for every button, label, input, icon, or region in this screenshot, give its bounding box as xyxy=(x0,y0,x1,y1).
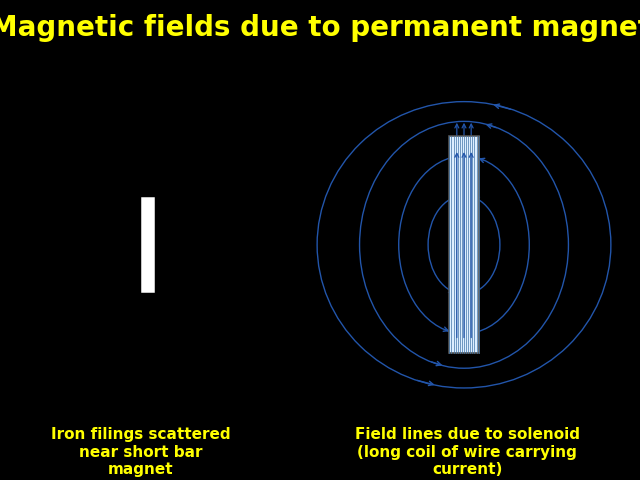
Text: Magnetic fields due to permanent magnet: Magnetic fields due to permanent magnet xyxy=(0,14,640,42)
Text: (b): (b) xyxy=(455,396,473,409)
Bar xyxy=(139,195,156,294)
Bar xyxy=(449,136,479,353)
Text: Iron filings scattered
near short bar
magnet: Iron filings scattered near short bar ma… xyxy=(51,427,230,477)
Text: Field lines due to solenoid
(long coil of wire carrying
current): Field lines due to solenoid (long coil o… xyxy=(355,427,580,477)
